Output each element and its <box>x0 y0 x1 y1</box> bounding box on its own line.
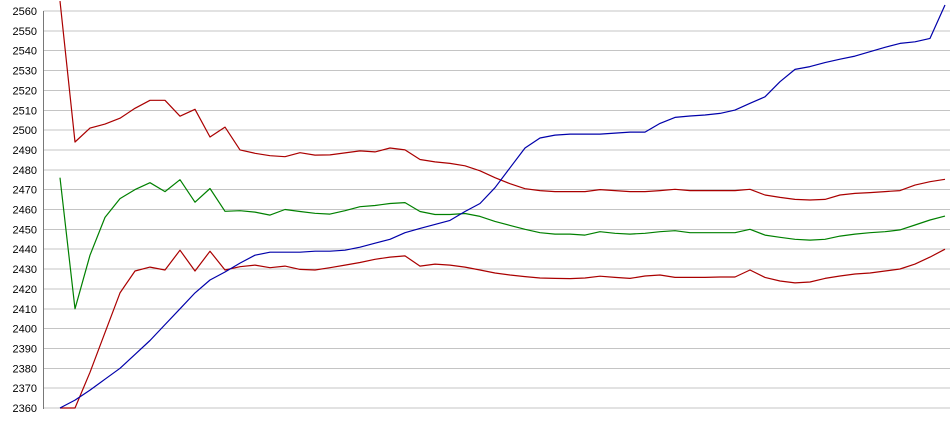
y-tick-label: 2430 <box>13 264 37 276</box>
y-tick-label: 2480 <box>13 165 37 177</box>
series-red-upper-line <box>59 1 946 201</box>
y-tick-label: 2490 <box>13 145 37 157</box>
y-tick-label: 2510 <box>13 105 37 117</box>
y-tick-label: 2450 <box>13 224 37 236</box>
y-tick-label: 2390 <box>13 343 37 355</box>
y-tick-label: 2500 <box>13 125 37 137</box>
y-tick-label: 2400 <box>13 324 37 336</box>
y-tick-label: 2410 <box>13 304 37 316</box>
y-tick-label: 2560 <box>13 6 37 18</box>
series-blue-line <box>59 4 946 409</box>
y-tick-label: 2520 <box>13 85 37 97</box>
y-tick-label: 2370 <box>13 383 37 395</box>
y-tick-label: 2440 <box>13 244 37 256</box>
y-tick-label: 2460 <box>13 205 37 217</box>
series-red-lower-line <box>60 248 946 409</box>
y-tick-label: 2420 <box>13 284 37 296</box>
y-tick-label: 2550 <box>13 26 37 38</box>
y-tick-label: 2470 <box>13 185 37 197</box>
y-tick-label: 2360 <box>13 403 37 415</box>
series-green-line <box>59 177 946 310</box>
y-tick-label: 2540 <box>13 46 37 58</box>
y-tick-label: 2530 <box>13 66 37 78</box>
y-tick-label: 2380 <box>13 363 37 375</box>
